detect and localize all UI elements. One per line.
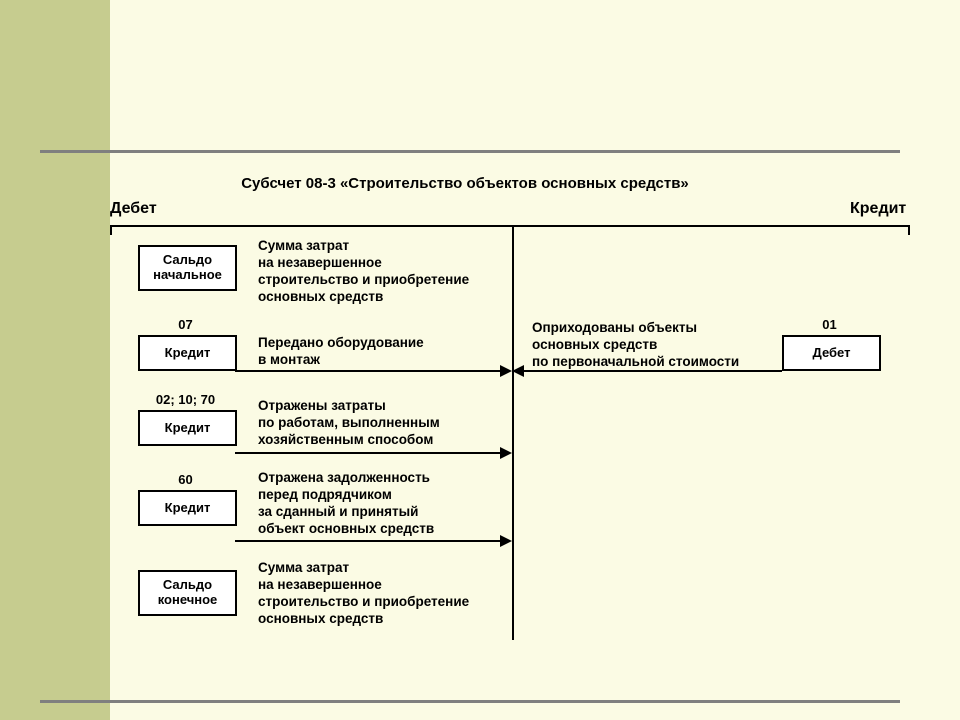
arrow-acct-07 <box>235 370 502 372</box>
t-line <box>512 225 514 640</box>
bottom-divider <box>40 700 900 703</box>
account-code-acct-07: 07 <box>138 317 233 332</box>
header-kredit: Кредит <box>850 200 906 218</box>
top-divider <box>40 150 900 153</box>
slide: Субсчет 08-3 «Строительство объектов осн… <box>0 0 960 720</box>
header-debet: Дебет <box>110 200 157 218</box>
arrow-head-acct-01 <box>512 365 524 377</box>
arrow-head-acct-07 <box>500 365 512 377</box>
box-saldo-start: Сальдо начальное <box>138 245 237 291</box>
desc-acct-07: Передано оборудование в монтаж <box>258 335 504 369</box>
box-acct-01: Дебет <box>782 335 881 371</box>
desc-acct-60: Отражена задолженность перед подрядчиком… <box>258 470 504 538</box>
arrow-head-acct-60 <box>500 535 512 547</box>
account-code-acct-60: 60 <box>138 472 233 487</box>
box-acct-02-10-70: Кредит <box>138 410 237 446</box>
desc-saldo-start: Сумма затрат на незавершенное строительс… <box>258 238 504 306</box>
sidebar-accent <box>0 0 110 720</box>
box-acct-60: Кредит <box>138 490 237 526</box>
arrow-acct-01 <box>522 370 782 372</box>
account-code-acct-01: 01 <box>782 317 877 332</box>
account-code-acct-02-10-70: 02; 10; 70 <box>138 392 233 407</box>
box-saldo-end: Сальдо конечное <box>138 570 237 616</box>
arrow-acct-60 <box>235 540 502 542</box>
t-line <box>110 225 910 227</box>
t-line <box>110 225 112 235</box>
box-acct-07: Кредит <box>138 335 237 371</box>
t-line <box>908 225 910 235</box>
arrow-acct-02-10-70 <box>235 452 502 454</box>
arrow-head-acct-02-10-70 <box>500 447 512 459</box>
desc-saldo-end: Сумма затрат на незавершенное строительс… <box>258 560 504 628</box>
diagram-title: Субсчет 08-3 «Строительство объектов осн… <box>0 175 930 192</box>
desc-acct-01: Оприходованы объекты основных средств по… <box>532 320 770 371</box>
desc-acct-02-10-70: Отражены затраты по работам, выполненным… <box>258 398 504 449</box>
